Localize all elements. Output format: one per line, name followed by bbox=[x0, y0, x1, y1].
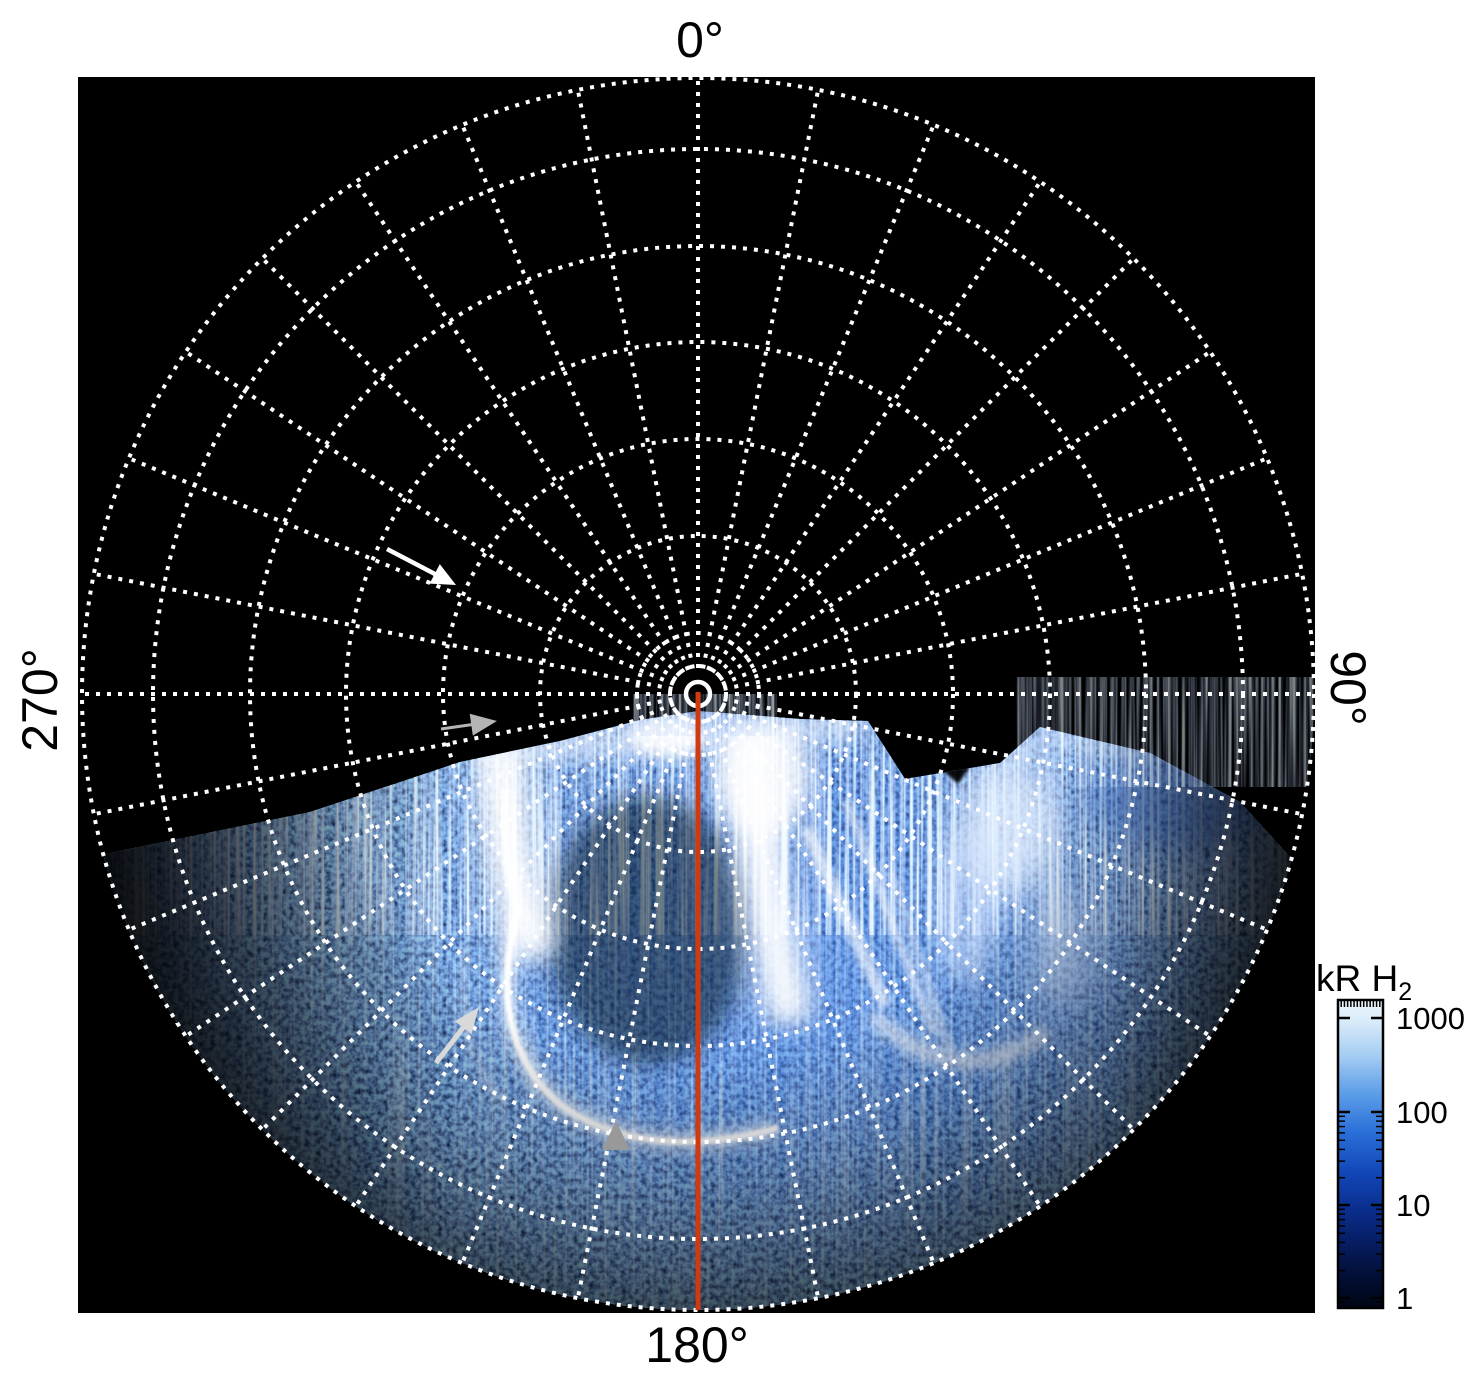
colorbar-ticks bbox=[1338, 1000, 1383, 1304]
colorbar-tick-label: 100 bbox=[1396, 1095, 1448, 1130]
arrow-mid-left bbox=[440, 713, 497, 736]
colorbar-gradient bbox=[1336, 998, 1385, 1310]
arrow-upper-left bbox=[385, 547, 456, 585]
colorbar-title: kR H2 bbox=[1316, 958, 1412, 1006]
colorbar-tick-label: 1000 bbox=[1396, 1001, 1465, 1036]
arrow-lower-left bbox=[434, 1007, 479, 1065]
angle-label-270: 270° bbox=[12, 648, 68, 751]
colorbar: kR H2 1000 100 10 1 bbox=[1316, 958, 1465, 1316]
arrowhead-bottom bbox=[602, 1121, 630, 1150]
angle-label-90: 90° bbox=[1320, 650, 1376, 726]
colorbar-tick-label: 10 bbox=[1396, 1188, 1430, 1223]
angle-label-180: 180° bbox=[645, 1317, 748, 1373]
annotation-arrows bbox=[385, 547, 630, 1150]
angle-label-0: 0° bbox=[676, 12, 724, 68]
colorbar-tick-label: 1 bbox=[1396, 1281, 1413, 1316]
